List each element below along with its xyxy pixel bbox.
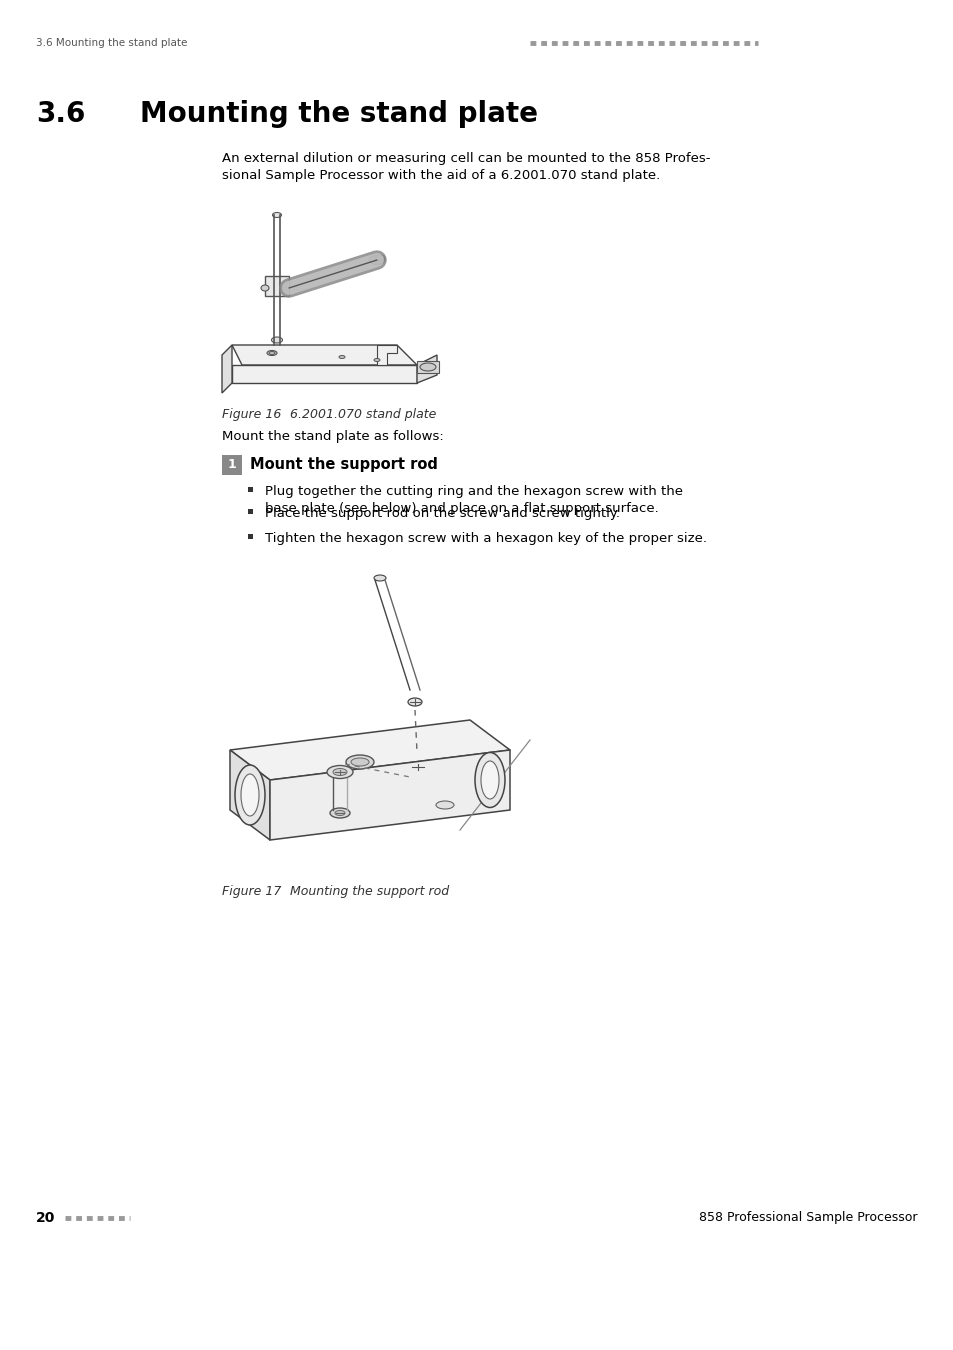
Ellipse shape bbox=[374, 359, 379, 362]
Ellipse shape bbox=[273, 212, 281, 217]
Bar bbox=[248, 535, 253, 539]
Text: 3.6: 3.6 bbox=[36, 100, 85, 128]
Polygon shape bbox=[376, 346, 396, 365]
Text: Figure 17: Figure 17 bbox=[222, 886, 281, 898]
Ellipse shape bbox=[267, 351, 276, 355]
Ellipse shape bbox=[272, 338, 282, 343]
Ellipse shape bbox=[375, 255, 385, 261]
Text: An external dilution or measuring cell can be mounted to the 858 Profes-
sional : An external dilution or measuring cell c… bbox=[222, 153, 710, 182]
Polygon shape bbox=[230, 751, 270, 840]
Text: Mount the support rod: Mount the support rod bbox=[250, 458, 437, 472]
Ellipse shape bbox=[436, 801, 454, 809]
Bar bbox=[248, 509, 253, 514]
Text: Mount the stand plate as follows:: Mount the stand plate as follows: bbox=[222, 431, 443, 443]
Text: 3.6 Mounting the stand plate: 3.6 Mounting the stand plate bbox=[36, 38, 187, 49]
Polygon shape bbox=[222, 346, 232, 393]
Ellipse shape bbox=[480, 761, 498, 799]
Ellipse shape bbox=[338, 355, 345, 359]
Ellipse shape bbox=[241, 774, 258, 815]
Ellipse shape bbox=[269, 351, 274, 355]
Text: Figure 16: Figure 16 bbox=[222, 408, 281, 421]
Ellipse shape bbox=[374, 575, 386, 580]
Ellipse shape bbox=[330, 809, 350, 818]
Ellipse shape bbox=[333, 768, 347, 775]
Ellipse shape bbox=[475, 752, 504, 807]
Text: Mounting the support rod: Mounting the support rod bbox=[290, 886, 449, 898]
Ellipse shape bbox=[410, 763, 426, 771]
Text: 6.2001.070 stand plate: 6.2001.070 stand plate bbox=[290, 408, 436, 421]
Ellipse shape bbox=[335, 810, 345, 815]
Polygon shape bbox=[270, 751, 510, 840]
Bar bbox=[416, 360, 438, 373]
Ellipse shape bbox=[351, 757, 369, 765]
Polygon shape bbox=[416, 355, 436, 383]
Text: 858 Professional Sample Processor: 858 Professional Sample Processor bbox=[699, 1211, 917, 1224]
Ellipse shape bbox=[369, 255, 385, 265]
Bar bbox=[265, 275, 289, 296]
Text: 1: 1 bbox=[228, 459, 236, 471]
Ellipse shape bbox=[327, 765, 353, 779]
Ellipse shape bbox=[419, 363, 436, 371]
Polygon shape bbox=[232, 364, 416, 383]
Ellipse shape bbox=[234, 765, 265, 825]
Bar bbox=[248, 487, 253, 491]
Polygon shape bbox=[232, 346, 416, 365]
Text: Mounting the stand plate: Mounting the stand plate bbox=[140, 100, 537, 128]
Text: Plug together the cutting ring and the hexagon screw with the
base plate (see be: Plug together the cutting ring and the h… bbox=[265, 485, 682, 514]
Text: Place the support rod on the screw and screw tightly.: Place the support rod on the screw and s… bbox=[265, 508, 619, 520]
Ellipse shape bbox=[261, 285, 269, 292]
Polygon shape bbox=[230, 720, 510, 780]
Ellipse shape bbox=[401, 759, 434, 775]
Ellipse shape bbox=[408, 698, 421, 706]
Ellipse shape bbox=[346, 755, 374, 770]
Bar bbox=[222, 455, 242, 475]
Text: Tighten the hexagon screw with a hexagon key of the proper size.: Tighten the hexagon screw with a hexagon… bbox=[265, 532, 706, 545]
Text: 20: 20 bbox=[36, 1211, 55, 1224]
